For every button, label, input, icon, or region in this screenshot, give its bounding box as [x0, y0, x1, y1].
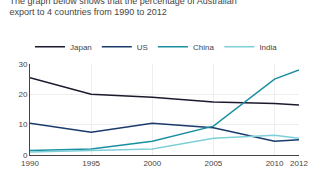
svg-text:1990: 1990	[21, 159, 39, 168]
svg-text:2000: 2000	[143, 159, 161, 168]
svg-text:China: China	[193, 43, 214, 52]
svg-text:20: 20	[18, 90, 27, 99]
svg-text:The graph below shows that the: The graph below shows that the percentag…	[10, 0, 237, 17]
svg-text:10: 10	[18, 120, 27, 129]
svg-text:30: 30	[18, 60, 27, 69]
svg-text:2012: 2012	[290, 159, 308, 168]
svg-text:1995: 1995	[82, 159, 100, 168]
svg-text:2010: 2010	[266, 159, 284, 168]
svg-text:India: India	[259, 43, 277, 52]
svg-text:Japan: Japan	[70, 43, 92, 52]
svg-text:US: US	[137, 43, 148, 52]
svg-text:2005: 2005	[205, 159, 223, 168]
svg-text:0: 0	[23, 151, 28, 160]
